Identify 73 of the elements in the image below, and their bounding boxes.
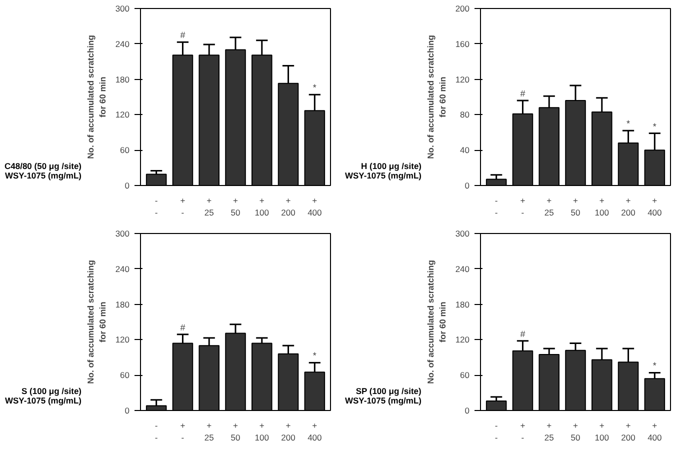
x-tick-label: - -: [494, 420, 498, 442]
y-tick-label: 180: [115, 299, 130, 310]
text: WSY-1075 (mg/mL): [4, 395, 82, 406]
x-tick-label: + -: [520, 420, 526, 442]
y-tick-label: 60: [120, 145, 130, 156]
x-tick-label: + 200: [621, 420, 636, 442]
y-tick-label: 60: [460, 370, 470, 380]
x-tick-label: - -: [494, 196, 498, 218]
text: S (100 μg /site): [22, 386, 82, 396]
y-tick-label: 120: [455, 74, 470, 84]
x-tick-label: + -: [180, 196, 186, 218]
y-tick-label: 0: [124, 406, 130, 416]
annotation: *: [312, 350, 317, 361]
x-tick-label: + 25: [204, 196, 214, 218]
text: WSY-1075 (mg/mL): [344, 395, 422, 406]
x-tick-label: + 50: [230, 196, 240, 218]
x-tick-label: + 100: [594, 420, 610, 442]
text: WSY-1075 (mg/mL): [344, 170, 422, 180]
x-tick-label: + 400: [648, 196, 662, 218]
y-axis-title: No. of accumulated scratching for 60 min: [425, 35, 448, 159]
x-tick-label: + 100: [254, 196, 270, 218]
x-tick-label: + 100: [254, 420, 270, 442]
y-tick-label: 40: [460, 145, 470, 156]
y-tick-label: 160: [455, 38, 470, 49]
y-tick-label: 180: [115, 74, 130, 84]
y-tick-label: 80: [460, 110, 470, 120]
annotation: #: [520, 88, 526, 99]
annotation: *: [652, 360, 657, 371]
x-tick-label: + 200: [621, 196, 636, 218]
annotation: #: [180, 30, 186, 40]
x-tick-label: + -: [180, 420, 186, 442]
x-tick-label: + 25: [544, 420, 554, 442]
x-tick-label: + 50: [570, 420, 580, 442]
x-tick-label: + -: [520, 196, 526, 218]
x-tick-label: + 25: [204, 420, 214, 442]
x-tick-label: + 25: [544, 196, 554, 218]
x-tick-label: + 200: [281, 420, 296, 442]
y-tick-label: 60: [120, 370, 130, 380]
y-tick-label: 240: [115, 38, 130, 49]
x-tick-label: + 400: [308, 420, 322, 442]
annotation: *: [312, 82, 317, 93]
x-tick-label: - -: [154, 420, 158, 442]
text: C48/80 (50 μg /site): [4, 160, 82, 171]
y-axis-title: No. of accumulated scratching for 60 min: [85, 260, 108, 384]
text: SP (100 μg /site): [356, 386, 422, 396]
x-tick-label: + 400: [308, 196, 322, 218]
y-tick-label: 240: [455, 264, 470, 274]
y-tick-label: 0: [464, 180, 470, 190]
y-axis-title: No. of accumulated scratching for 60 min: [425, 260, 448, 384]
y-tick-label: 300: [115, 228, 130, 238]
x-tick-label: - -: [154, 196, 158, 218]
y-tick-label: 240: [115, 264, 130, 274]
annotation: #: [520, 328, 526, 339]
y-tick-label: 300: [115, 4, 130, 14]
x-tick-label: + 50: [570, 196, 580, 218]
y-tick-label: 120: [115, 334, 130, 345]
y-tick-label: 180: [455, 299, 470, 310]
x-tick-label: + 100: [594, 196, 610, 218]
y-tick-label: 0: [464, 406, 470, 416]
x-tick-label: + 200: [281, 196, 296, 218]
text: H (100 μg /site): [361, 160, 422, 171]
annotation: #: [180, 322, 186, 332]
text: WSY-1075 (mg/mL): [4, 170, 82, 180]
annotation: *: [652, 121, 657, 132]
x-tick-label: + 50: [230, 420, 240, 442]
y-tick-label: 0: [124, 180, 130, 190]
y-tick-label: 300: [455, 228, 470, 238]
y-axis-title: No. of accumulated scratching for 60 min: [85, 35, 108, 159]
x-tick-label: + 400: [648, 420, 662, 442]
annotation: *: [626, 118, 631, 129]
y-tick-label: 120: [455, 334, 470, 345]
y-tick-label: 200: [455, 4, 470, 14]
y-tick-label: 120: [115, 110, 130, 120]
